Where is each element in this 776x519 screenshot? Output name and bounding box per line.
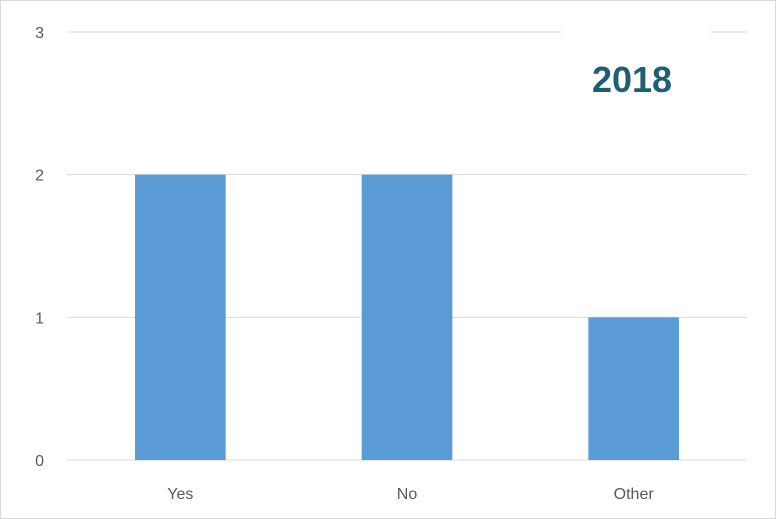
bars bbox=[135, 174, 679, 460]
y-axis-ticks: 0 1 2 3 bbox=[35, 25, 44, 470]
bar-yes bbox=[135, 174, 226, 460]
y-tick-label: 3 bbox=[35, 25, 44, 42]
title-background bbox=[561, 28, 711, 36]
x-tick-label: Yes bbox=[167, 486, 193, 503]
x-tick-label: Other bbox=[614, 486, 655, 503]
y-tick-label: 1 bbox=[35, 310, 44, 327]
x-axis-ticks: Yes No Other bbox=[167, 486, 654, 503]
y-tick-label: 2 bbox=[35, 168, 44, 185]
x-tick-label: No bbox=[397, 486, 418, 503]
y-tick-label: 0 bbox=[35, 453, 44, 470]
chart-title: 2018 bbox=[592, 59, 672, 100]
bar-no bbox=[361, 174, 453, 460]
bar-other bbox=[588, 317, 679, 460]
